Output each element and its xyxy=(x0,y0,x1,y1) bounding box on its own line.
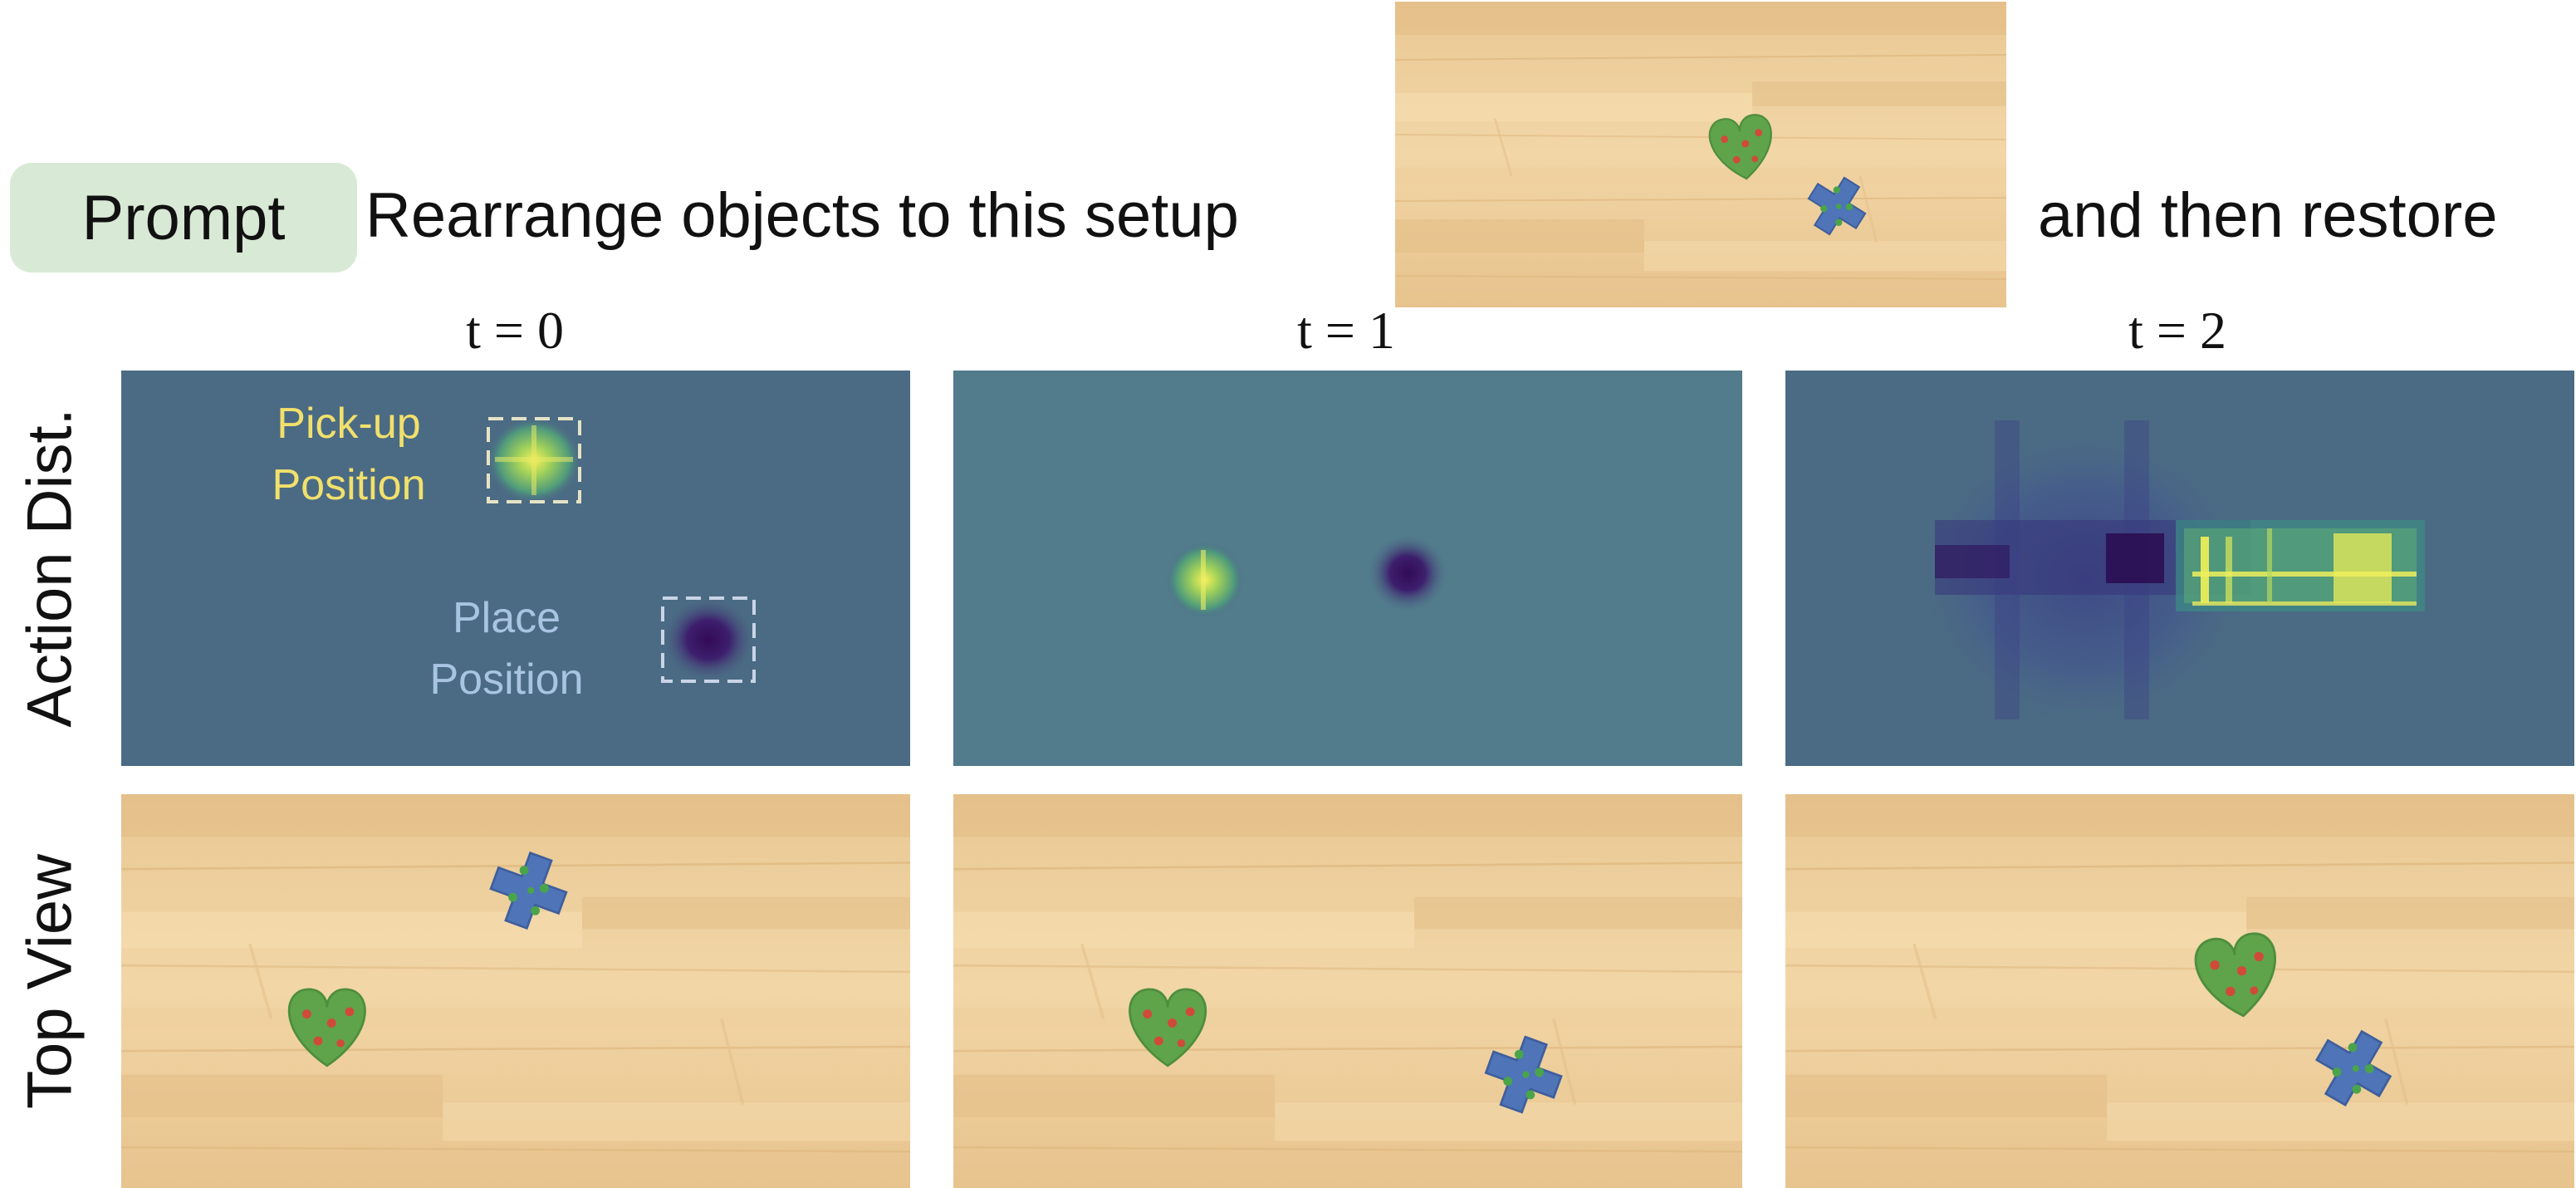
prompt-text-before: Rearrange objects to this setup xyxy=(365,180,1239,251)
row-label-action-dist: Action Dist. xyxy=(14,408,86,728)
action-dist-panel-t2 xyxy=(1785,371,2574,766)
place-position-label: Place Position xyxy=(382,588,631,711)
row-label-top-view: Top View xyxy=(14,854,86,1110)
prompt-badge-label: Prompt xyxy=(81,182,286,253)
time-label-0: t = 0 xyxy=(466,301,564,360)
time-label-2: t = 2 xyxy=(2128,301,2226,360)
top-view-panel-t1 xyxy=(953,794,1742,1188)
top-view-panel-t0 xyxy=(121,794,910,1188)
pickup-label-line2: Position xyxy=(272,460,426,509)
place-label-line1: Place xyxy=(452,594,561,642)
time-label-1: t = 1 xyxy=(1297,301,1395,360)
place-label-line2: Position xyxy=(429,655,584,704)
action-dist-panel-t1 xyxy=(953,371,1742,766)
prompt-text-after: and then restore xyxy=(2038,180,2498,251)
pickup-label-line1: Pick-up xyxy=(277,400,421,448)
top-view-panel-t2 xyxy=(1785,794,2574,1188)
pickup-position-label: Pick-up Position xyxy=(224,394,473,517)
prompt-badge: Prompt xyxy=(10,163,357,272)
goal-image xyxy=(1395,2,2006,307)
action-dist-panel-t0 xyxy=(121,371,910,766)
